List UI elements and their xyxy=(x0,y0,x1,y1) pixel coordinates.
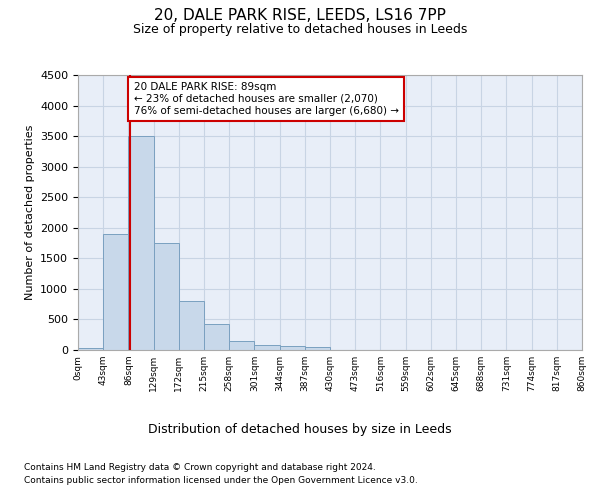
Bar xyxy=(254,344,280,350)
Bar xyxy=(305,347,330,350)
Text: Contains HM Land Registry data © Crown copyright and database right 2024.: Contains HM Land Registry data © Crown c… xyxy=(24,462,376,471)
Bar xyxy=(204,324,229,350)
Text: 20 DALE PARK RISE: 89sqm
← 23% of detached houses are smaller (2,070)
76% of sem: 20 DALE PARK RISE: 89sqm ← 23% of detach… xyxy=(134,82,398,116)
Bar xyxy=(229,341,254,350)
Bar xyxy=(179,301,204,350)
Text: 20, DALE PARK RISE, LEEDS, LS16 7PP: 20, DALE PARK RISE, LEEDS, LS16 7PP xyxy=(154,8,446,22)
Bar xyxy=(78,348,103,350)
Bar xyxy=(103,234,128,350)
Bar xyxy=(154,243,179,350)
Text: Distribution of detached houses by size in Leeds: Distribution of detached houses by size … xyxy=(148,422,452,436)
Bar xyxy=(128,136,154,350)
Text: Size of property relative to detached houses in Leeds: Size of property relative to detached ho… xyxy=(133,22,467,36)
Text: Contains public sector information licensed under the Open Government Licence v3: Contains public sector information licen… xyxy=(24,476,418,485)
Y-axis label: Number of detached properties: Number of detached properties xyxy=(25,125,35,300)
Bar xyxy=(280,346,305,350)
